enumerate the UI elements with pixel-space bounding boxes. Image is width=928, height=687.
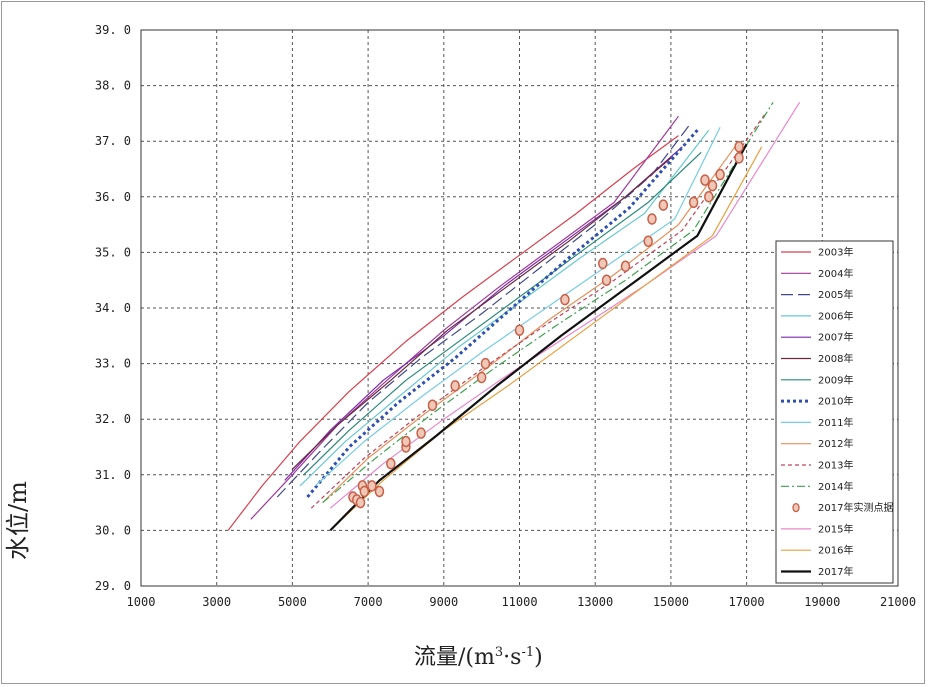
- series-line: [310, 113, 766, 509]
- series-line: [314, 127, 721, 487]
- scatter-point: [416, 427, 426, 439]
- x-tick-label: 17000: [729, 595, 765, 609]
- series-line: [291, 157, 672, 470]
- scatter-point: [598, 257, 608, 270]
- scatter-point: [514, 324, 525, 336]
- series-line: [329, 143, 748, 532]
- legend-entry: 2012年: [818, 437, 853, 450]
- y-tick-label: 35. 0: [95, 245, 131, 259]
- x-axis-title-sup1: 3: [495, 645, 503, 660]
- x-tick-label: 19000: [804, 595, 840, 609]
- legend-entry: 2010年: [818, 395, 853, 408]
- series-line: [276, 124, 691, 498]
- scatter-point: [359, 485, 370, 498]
- scatter-point: [601, 274, 612, 286]
- y-tick-label: 29. 0: [95, 579, 131, 593]
- scatter-point: [450, 380, 460, 392]
- legend-entry: 2008年: [818, 352, 853, 365]
- legend-entry: 2004年: [818, 267, 853, 280]
- scatter-point: [620, 260, 631, 273]
- y-axis-title: 水位/m: [4, 481, 32, 560]
- legend-entry: 2006年: [818, 309, 853, 322]
- x-tick-label: 5000: [278, 595, 307, 609]
- series-line: [227, 135, 679, 531]
- scatter-point: [688, 196, 699, 209]
- x-tick-label: 1000: [127, 595, 156, 609]
- scatter-point: [643, 235, 653, 248]
- y-tick-label: 37. 0: [95, 134, 131, 148]
- legend-entry: 2005年: [818, 288, 853, 301]
- y-tick-label: 38. 0: [95, 79, 131, 93]
- scatter-point: [700, 174, 710, 186]
- scatter-point: [427, 399, 438, 412]
- x-axis-title-sup2: -1: [521, 645, 534, 660]
- y-tick-label: 33. 0: [95, 357, 131, 371]
- legend-entry: 2017年实测点据: [818, 501, 893, 514]
- scatter-point: [647, 213, 657, 225]
- series-lines: [227, 101, 801, 532]
- legend-entry: 2014年: [818, 480, 853, 493]
- legend-entry: 2017年: [818, 565, 853, 578]
- series-line: [329, 101, 801, 509]
- scatter-point: [386, 457, 396, 470]
- scatter-point: [658, 199, 669, 211]
- legend-entry: 2013年: [818, 459, 853, 472]
- scatter-point: [476, 371, 487, 384]
- scatter-point: [734, 141, 744, 153]
- legend-entry: 2016年: [818, 544, 853, 557]
- series-line: [250, 115, 679, 520]
- x-axis-title-end: ): [534, 645, 543, 670]
- legend-swatch: [792, 502, 800, 513]
- series-line: [322, 101, 774, 504]
- x-axis-title-main: 流量/(m: [414, 645, 495, 670]
- legend-box: [775, 240, 894, 584]
- scatter-point: [401, 435, 411, 448]
- legend: 2003年 2004年 2005年 2006年 2007年 2008年 2009年 2010年…: [775, 240, 894, 584]
- scatter-point: [560, 293, 570, 306]
- legend-entry: 2011年: [818, 416, 853, 429]
- x-tick-label: 11000: [501, 595, 537, 609]
- scatter-point: [374, 485, 385, 498]
- legend-entry: 2007年: [818, 331, 853, 344]
- scatter-point: [704, 191, 714, 203]
- scatter-point: [367, 480, 377, 492]
- legend-entry: 2015年: [818, 522, 853, 535]
- x-tick-label: 7000: [354, 595, 383, 609]
- scatter-point: [734, 152, 744, 164]
- scatter-point: [355, 496, 366, 509]
- x-tick-label: 3000: [202, 595, 231, 609]
- y-tick-label: 39. 0: [95, 23, 131, 37]
- legend-entry: 2003年: [818, 246, 853, 259]
- y-tick-label: 34. 0: [95, 301, 131, 315]
- tick-labels: 1000 3000 5000 7000 9000 11000 13000 15000 17000…: [95, 23, 916, 609]
- x-axis-title: 流量/(m3·s-1): [414, 645, 543, 670]
- scatter-point: [715, 168, 725, 181]
- y-tick-label: 36. 0: [95, 190, 131, 204]
- legend-entry: 2009年: [818, 373, 853, 386]
- x-tick-label: 21000: [880, 595, 916, 609]
- measured-points: [348, 141, 744, 509]
- series-line: [303, 151, 702, 476]
- series-line: [306, 129, 699, 498]
- plot-area-border: [140, 29, 899, 587]
- x-tick-label: 13000: [577, 595, 613, 609]
- y-tick-label: 32. 0: [95, 412, 131, 426]
- series-line: [322, 140, 740, 504]
- x-tick-label: 9000: [429, 595, 458, 609]
- series-line: [329, 146, 763, 531]
- x-tick-label: 15000: [653, 595, 689, 609]
- scatter-point: [707, 179, 718, 192]
- scatter-point: [480, 357, 491, 370]
- series-line: [299, 129, 710, 487]
- x-axis-title-mid: ·s: [503, 645, 521, 670]
- y-tick-label: 31. 0: [95, 468, 131, 482]
- y-tick-label: 30. 0: [95, 523, 131, 537]
